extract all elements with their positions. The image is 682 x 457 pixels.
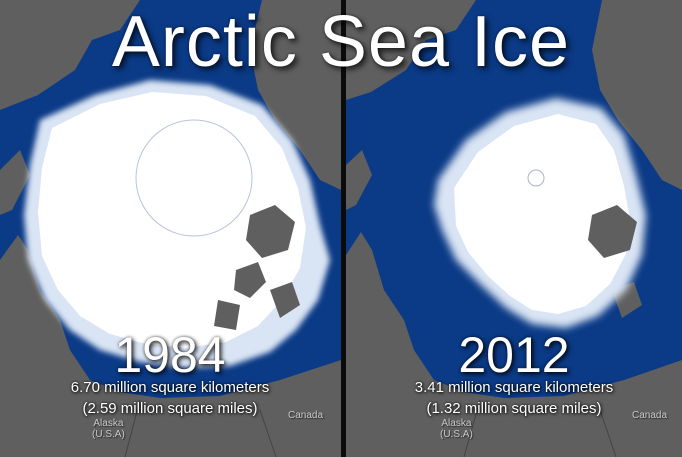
place-label-canada: Canada xyxy=(288,410,324,421)
area-mi-label: (1.32 million square miles) xyxy=(426,400,602,417)
land-mass xyxy=(0,0,140,110)
land-mass xyxy=(346,0,476,100)
area-mi-label: (2.59 million square miles) xyxy=(82,400,258,417)
place-label-alaska: Alaska (U.S.A) xyxy=(92,418,125,440)
land-mass xyxy=(270,282,300,318)
land-mass xyxy=(588,205,637,258)
land-mass xyxy=(250,0,341,190)
panel-1984 xyxy=(0,0,341,457)
land-mass xyxy=(214,300,240,330)
meridian-line xyxy=(124,399,141,457)
polar-data-hole xyxy=(527,169,545,187)
panel-divider xyxy=(341,0,346,457)
year-label: 1984 xyxy=(114,327,226,383)
page-title: Arctic Sea Ice xyxy=(111,2,571,82)
land-mass xyxy=(346,232,682,457)
place-label-alaska: Alaska (U.S.A) xyxy=(440,418,473,440)
meridian-line xyxy=(259,409,277,457)
meridian-line xyxy=(599,409,617,457)
place-label-canada: Canada xyxy=(632,410,668,421)
land-mass xyxy=(0,235,341,457)
panel-2012 xyxy=(346,0,682,457)
map-1984 xyxy=(0,0,341,457)
meridian-line xyxy=(463,399,481,457)
sea-ice-core xyxy=(454,114,630,314)
land-mass xyxy=(346,150,372,210)
polar-data-hole xyxy=(135,119,253,237)
map-2012 xyxy=(346,0,682,457)
land-mass xyxy=(234,262,266,298)
area-km-label: 6.70 million square kilometers xyxy=(70,379,270,396)
year-label: 2012 xyxy=(458,327,570,383)
area-km-label: 3.41 million square kilometers xyxy=(414,379,614,396)
land-mass xyxy=(0,150,30,215)
land-mass xyxy=(592,0,682,190)
land-mass xyxy=(246,205,295,258)
